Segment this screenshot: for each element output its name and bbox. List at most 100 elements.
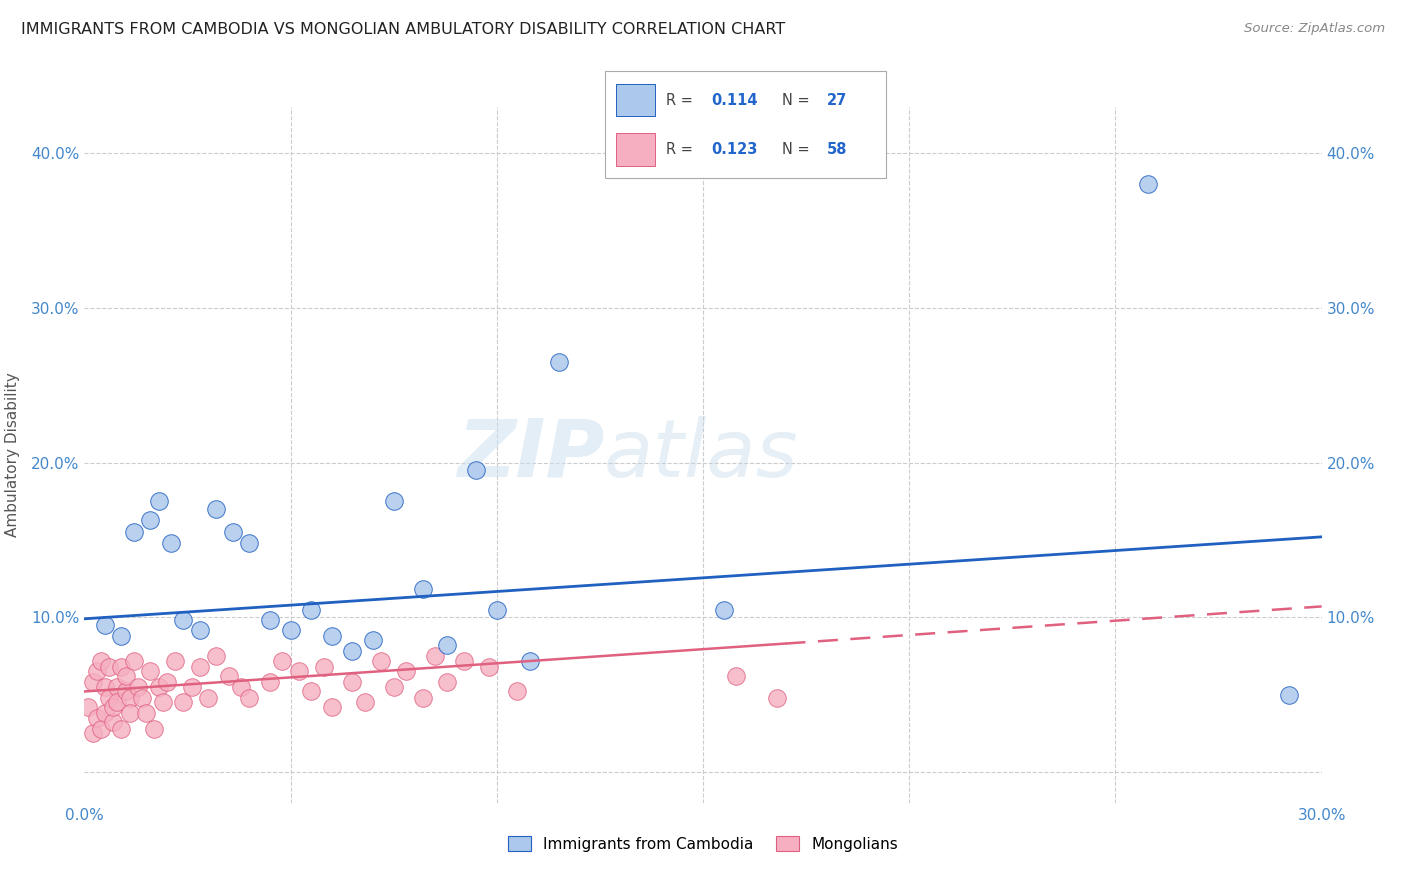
Point <box>105 695 128 709</box>
Text: IMMIGRANTS FROM CAMBODIA VS MONGOLIAN AMBULATORY DISABILITY CORRELATION CHART: IMMIGRANTS FROM CAMBODIA VS MONGOLIAN AM… <box>21 22 786 37</box>
Point <box>165 654 187 668</box>
Point <box>342 675 364 690</box>
Point <box>98 659 121 673</box>
Point <box>105 680 128 694</box>
FancyBboxPatch shape <box>616 84 655 116</box>
Point <box>271 654 294 668</box>
Point <box>1278 688 1301 702</box>
Point <box>299 684 322 698</box>
Point <box>382 494 405 508</box>
Text: 0.123: 0.123 <box>711 142 758 157</box>
Point <box>453 654 475 668</box>
FancyBboxPatch shape <box>616 134 655 166</box>
Point <box>122 654 145 668</box>
Point <box>506 684 529 698</box>
Point <box>370 654 392 668</box>
Text: ZIP: ZIP <box>457 416 605 494</box>
Point <box>238 536 260 550</box>
Point <box>423 648 446 663</box>
Text: R =: R = <box>666 142 697 157</box>
Point <box>205 502 228 516</box>
Text: R =: R = <box>666 93 697 108</box>
Point <box>259 675 281 690</box>
Point <box>485 602 508 616</box>
Text: 58: 58 <box>827 142 848 157</box>
Point <box>172 613 194 627</box>
Point <box>382 680 405 694</box>
Legend: Immigrants from Cambodia, Mongolians: Immigrants from Cambodia, Mongolians <box>502 830 904 858</box>
Point <box>180 680 202 694</box>
Point <box>465 463 488 477</box>
Point <box>299 602 322 616</box>
Point <box>114 669 136 683</box>
Point <box>82 675 104 690</box>
Point <box>90 654 112 668</box>
Point <box>77 700 100 714</box>
Point <box>139 665 162 679</box>
Point <box>131 690 153 705</box>
Point <box>94 706 117 720</box>
Point <box>110 629 132 643</box>
Point <box>135 706 157 720</box>
Point <box>114 684 136 698</box>
Point <box>205 648 228 663</box>
Point <box>98 690 121 705</box>
Point <box>412 690 434 705</box>
Point <box>1137 178 1160 192</box>
Point <box>724 669 747 683</box>
Point <box>110 722 132 736</box>
Point <box>118 706 141 720</box>
Point <box>547 355 569 369</box>
Point <box>118 690 141 705</box>
Point <box>103 715 125 730</box>
Point <box>477 659 499 673</box>
Text: 0.114: 0.114 <box>711 93 758 108</box>
Point <box>766 690 789 705</box>
Point <box>229 680 252 694</box>
Point <box>353 695 375 709</box>
Point <box>188 623 211 637</box>
Point <box>321 629 343 643</box>
Point <box>321 700 343 714</box>
Text: 27: 27 <box>827 93 846 108</box>
Point <box>152 695 174 709</box>
Point <box>94 680 117 694</box>
Point <box>312 659 335 673</box>
Point <box>238 690 260 705</box>
Text: atlas: atlas <box>605 416 799 494</box>
Point <box>148 680 170 694</box>
Text: N =: N = <box>782 142 814 157</box>
Point <box>156 675 179 690</box>
Point <box>139 513 162 527</box>
Point <box>82 726 104 740</box>
FancyBboxPatch shape <box>605 71 886 178</box>
Point <box>127 680 149 694</box>
Point <box>412 582 434 597</box>
Point <box>103 700 125 714</box>
Point <box>86 711 108 725</box>
Point <box>197 690 219 705</box>
Point <box>110 659 132 673</box>
Point <box>361 633 384 648</box>
Point <box>436 675 458 690</box>
Point <box>713 602 735 616</box>
Point <box>280 623 302 637</box>
Point <box>188 659 211 673</box>
Point <box>122 525 145 540</box>
Point <box>519 654 541 668</box>
Point <box>160 536 183 550</box>
Point <box>288 665 311 679</box>
Point <box>86 665 108 679</box>
Y-axis label: Ambulatory Disability: Ambulatory Disability <box>4 373 20 537</box>
Point <box>395 665 418 679</box>
Point <box>222 525 245 540</box>
Point <box>148 494 170 508</box>
Point <box>436 638 458 652</box>
Point <box>94 618 117 632</box>
Point <box>342 644 364 658</box>
Point <box>90 722 112 736</box>
Point <box>218 669 240 683</box>
Point <box>172 695 194 709</box>
Text: Source: ZipAtlas.com: Source: ZipAtlas.com <box>1244 22 1385 36</box>
Point <box>259 613 281 627</box>
